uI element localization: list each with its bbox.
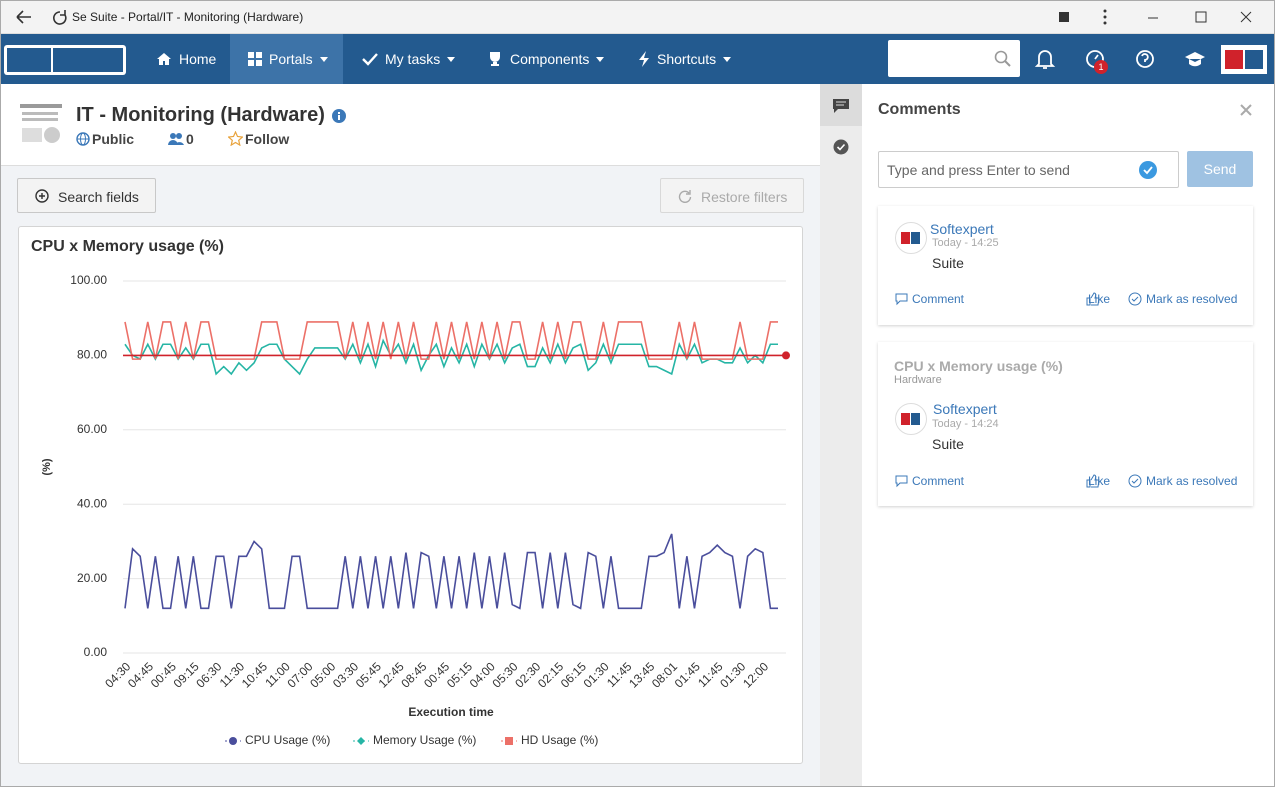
members-icon (168, 133, 184, 145)
link-icons (895, 474, 1142, 488)
star-icon[interactable] (228, 131, 243, 146)
info-icon[interactable] (332, 109, 346, 123)
series-line (124, 321, 778, 360)
button-label: Search fields (58, 189, 139, 205)
nav-label: Home (179, 51, 217, 67)
window-title: Se Suite - Portal/IT - Monitoring (Hardw… (72, 10, 304, 24)
nav-label: Shortcuts (657, 51, 717, 67)
comment-context-sub: Hardware (894, 374, 942, 386)
y-tick-label: 100.00 (70, 273, 107, 287)
legend-item: Memory Usage (%) (353, 733, 476, 747)
comments-tool[interactable] (832, 98, 850, 114)
legend-marker (229, 737, 237, 745)
legend-label: HD Usage (%) (521, 733, 598, 747)
browser-controls[interactable] (14, 8, 74, 26)
chart-title: CPU x Memory usage (%) (31, 238, 224, 255)
chart: CPU x Memory usage (%) (%) Execution tim… (31, 238, 790, 747)
y-tick-label: 40.00 (77, 496, 107, 510)
nav-icons[interactable] (1033, 46, 1213, 74)
time: Today - 14:25 (932, 237, 999, 249)
series-line (124, 533, 778, 610)
nav-shortcuts[interactable]: Shortcuts (624, 34, 745, 84)
comment-link[interactable]: Comment (912, 474, 965, 488)
legend-item: CPU Usage (%) (225, 733, 330, 747)
search-fields-button[interactable]: Search fields (17, 178, 156, 213)
nav-bar (0, 34, 1275, 84)
restore-filters-button[interactable]: Restore filters (660, 178, 804, 213)
y-tick-label: 20.00 (77, 571, 107, 585)
reference-dot (782, 351, 790, 360)
nav-label: Components (510, 51, 590, 67)
send-button[interactable]: Send (1187, 151, 1253, 187)
placeholder: Type and press Enter to send (887, 162, 1070, 178)
nav-home[interactable]: Home (142, 34, 230, 84)
x-tick-label: 12:00 (740, 659, 771, 690)
series-line (124, 338, 778, 376)
time: Today - 14:24 (932, 418, 999, 430)
avatar (895, 403, 927, 435)
chart-card: CPU x Memory usage (%) (%) Execution tim… (18, 226, 803, 764)
comment-link[interactable]: Comment (912, 292, 965, 306)
nav-portals[interactable]: Portals (234, 34, 342, 84)
x-tick-label: 01:30 (581, 659, 612, 690)
nav-label: My tasks (385, 51, 441, 67)
tasks-tool[interactable] (833, 139, 849, 155)
page-icon (20, 104, 62, 143)
button-label: Restore filters (701, 189, 788, 205)
page-title: IT - Monitoring (Hardware) (76, 104, 325, 126)
y-tick-label: 80.00 (77, 348, 107, 362)
link-icons (895, 292, 1142, 306)
globe-icon (76, 132, 90, 146)
comment-text: Suite (932, 255, 964, 271)
members-count: 0 (186, 131, 194, 147)
x-tick-label: 01:45 (672, 659, 703, 690)
page-header: IT - Monitoring (Hardware) Public 0 Foll… (0, 84, 820, 166)
comments-title: Comments (878, 101, 961, 118)
visibility: Public (92, 131, 135, 147)
nav-components[interactable]: Components (473, 34, 618, 84)
y-tick-label: 60.00 (77, 422, 107, 436)
y-tick-label: 0.00 (84, 645, 108, 659)
close-icon[interactable] (1240, 104, 1252, 116)
x-axis-label: Execution time (408, 705, 494, 719)
x-tick-label: 10:45 (239, 659, 270, 690)
legend-label: CPU Usage (%) (245, 733, 330, 747)
comment-card: Softexpert Today - 14:25 Suite Comment L… (878, 206, 1253, 325)
title-bar: Se Suite - Portal/IT - Monitoring (Hardw… (0, 0, 1275, 34)
search-box[interactable] (888, 40, 1020, 77)
x-tick-label: 06:30 (193, 659, 224, 690)
y-axis-label: (%) (41, 458, 53, 475)
author[interactable]: Softexpert (930, 221, 994, 237)
resolve-link[interactable]: Mark as resolved (1146, 292, 1238, 306)
window-controls[interactable] (1055, 8, 1265, 26)
comment-context: CPU x Memory usage (%) (894, 358, 1063, 374)
nav-label: Portals (269, 51, 313, 67)
comment-card: CPU x Memory usage (%) Hardware Softexpe… (878, 342, 1253, 506)
follow[interactable]: Follow (245, 131, 290, 147)
author[interactable]: Softexpert (933, 401, 997, 417)
notification-badge: 1 (1094, 60, 1108, 74)
resolve-link[interactable]: Mark as resolved (1146, 474, 1238, 488)
side-toolbar (820, 84, 862, 787)
legend-label: Memory Usage (%) (373, 733, 476, 747)
legend-marker (357, 737, 365, 745)
legend-item: HD Usage (%) (501, 733, 598, 747)
se-logo[interactable] (1221, 45, 1267, 74)
comment-input[interactable]: Type and press Enter to send (878, 151, 1179, 188)
comment-text: Suite (932, 436, 964, 452)
nav-tasks[interactable]: My tasks (348, 34, 469, 84)
logo[interactable] (4, 45, 126, 75)
legend-marker (505, 737, 513, 745)
avatar (895, 222, 927, 254)
